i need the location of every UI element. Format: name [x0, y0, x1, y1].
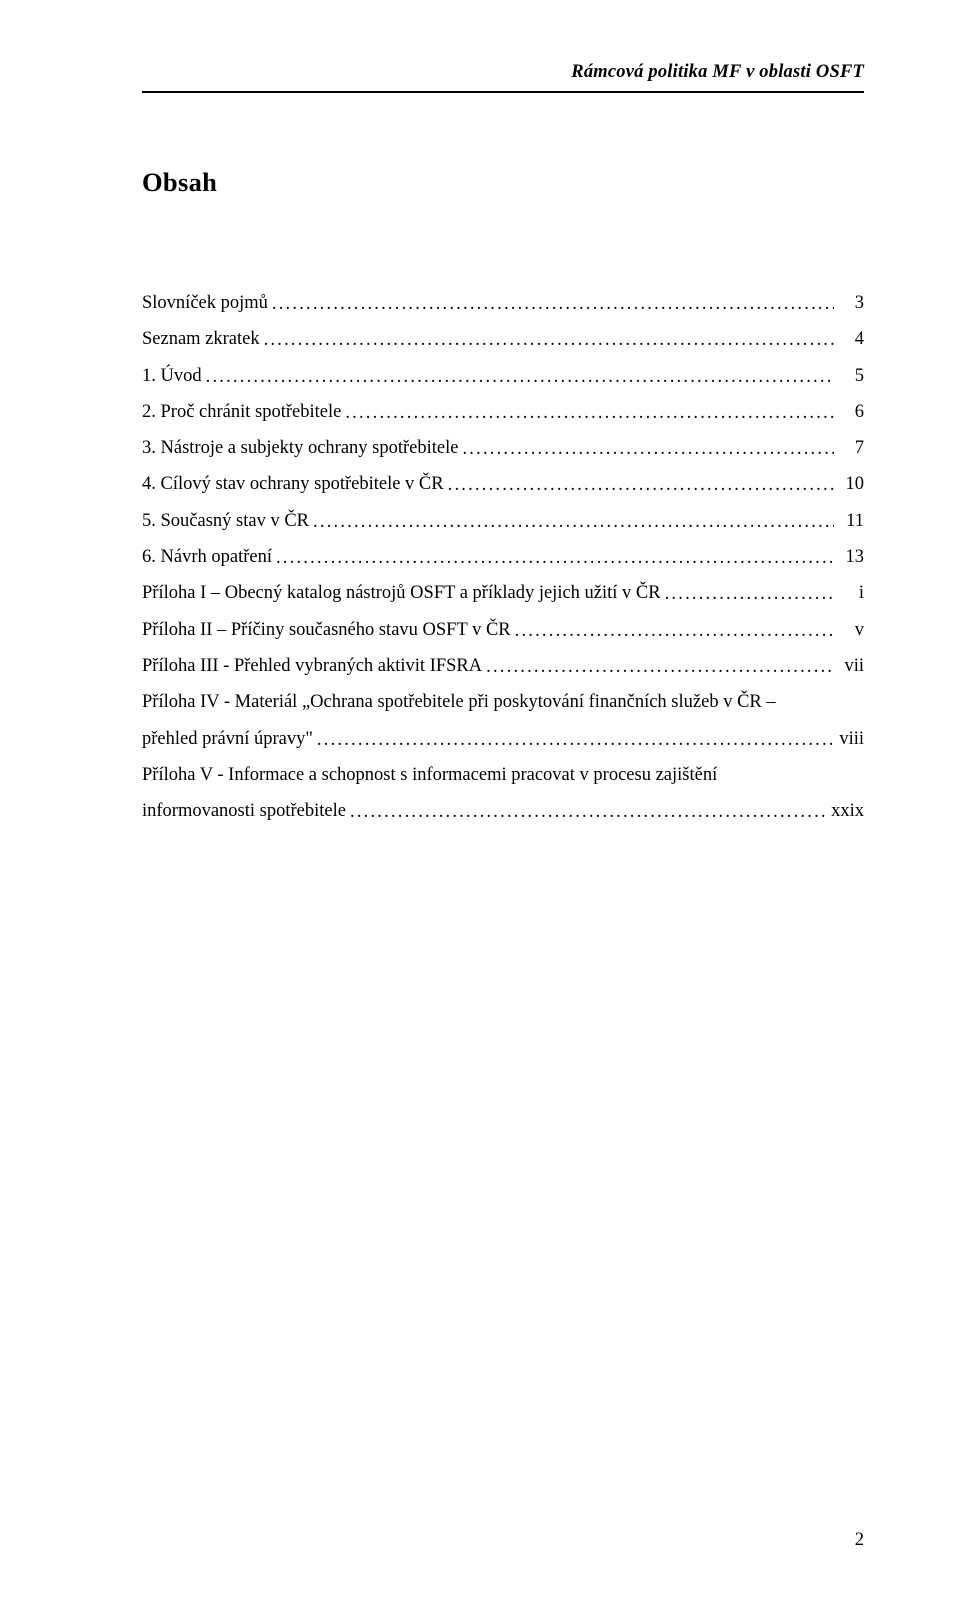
- toc-leader-dots: [448, 476, 834, 495]
- toc-entry-line2: přehled právní úpravy" viii: [142, 730, 864, 749]
- toc-leader-dots: [317, 731, 834, 750]
- toc-label: přehled právní úpravy": [142, 730, 313, 749]
- toc-page-number: 5: [838, 367, 864, 386]
- toc-label: 4. Cílový stav ochrany spotřebitele v ČR: [142, 475, 444, 494]
- toc-page-number: 6: [838, 403, 864, 422]
- toc-page-number: v: [838, 621, 864, 640]
- toc-label: 1. Úvod: [142, 367, 202, 386]
- header-running-title: Rámcová politika MF v oblasti OSFT: [142, 62, 864, 83]
- toc-page-number: 3: [838, 294, 864, 313]
- toc-entry: Seznam zkratek 4: [142, 330, 864, 349]
- toc-label: Slovníček pojmů: [142, 294, 268, 313]
- toc-entry: 2. Proč chránit spotřebitele 6: [142, 403, 864, 422]
- toc-label: Příloha II – Příčiny současného stavu OS…: [142, 621, 511, 640]
- toc-page-number: xxix: [831, 802, 864, 821]
- toc-label: 5. Současný stav v ČR: [142, 512, 309, 531]
- toc-entry-line1: Příloha V - Informace a schopnost s info…: [142, 766, 864, 785]
- header-rule: [142, 91, 864, 93]
- toc-entry: Příloha III - Přehled vybraných aktivit …: [142, 657, 864, 676]
- toc-entry: 4. Cílový stav ochrany spotřebitele v ČR…: [142, 475, 864, 494]
- toc-label: 6. Návrh opatření: [142, 548, 272, 567]
- toc-entry-line2: informovanosti spotřebitele xxix: [142, 802, 864, 821]
- toc-entry: Příloha I – Obecný katalog nástrojů OSFT…: [142, 584, 864, 603]
- toc-entry: 3. Nástroje a subjekty ochrany spotřebit…: [142, 439, 864, 458]
- toc-label: 2. Proč chránit spotřebitele: [142, 403, 341, 422]
- toc-entry: Příloha II – Příčiny současného stavu OS…: [142, 621, 864, 640]
- toc-entry-line1: Příloha IV - Materiál „Ochrana spotřebit…: [142, 693, 864, 712]
- document-page: Rámcová politika MF v oblasti OSFT Obsah…: [0, 0, 960, 1607]
- toc-entry: Slovníček pojmů 3: [142, 294, 864, 313]
- toc-page-number: 10: [838, 475, 864, 494]
- toc-leader-dots: [515, 622, 834, 641]
- toc-page-number: viii: [838, 730, 864, 749]
- toc-leader-dots: [345, 404, 834, 423]
- toc-entry: 6. Návrh opatření 13: [142, 548, 864, 567]
- toc-page-number: 7: [838, 439, 864, 458]
- toc-label: Příloha I – Obecný katalog nástrojů OSFT…: [142, 584, 661, 603]
- toc-leader-dots: [486, 658, 834, 677]
- toc-leader-dots: [206, 368, 834, 387]
- toc-entry: 5. Současný stav v ČR 11: [142, 512, 864, 531]
- toc-page-number: vii: [838, 657, 864, 676]
- toc-label: Příloha III - Přehled vybraných aktivit …: [142, 657, 482, 676]
- toc-entry: 1. Úvod 5: [142, 367, 864, 386]
- toc-leader-dots: [665, 585, 834, 604]
- toc-page-number: 13: [838, 548, 864, 567]
- page-title: Obsah: [142, 167, 864, 198]
- toc-leader-dots: [462, 440, 834, 459]
- page-number-footer: 2: [855, 1530, 864, 1551]
- toc-label: informovanosti spotřebitele: [142, 802, 346, 821]
- toc-page-number: i: [838, 584, 864, 603]
- toc-label: Seznam zkratek: [142, 330, 260, 349]
- toc-page-number: 4: [838, 330, 864, 349]
- toc-leader-dots: [272, 295, 834, 314]
- toc-leader-dots: [313, 513, 834, 532]
- toc-leader-dots: [350, 803, 827, 822]
- toc-label: 3. Nástroje a subjekty ochrany spotřebit…: [142, 439, 458, 458]
- toc-leader-dots: [276, 549, 834, 568]
- toc-leader-dots: [264, 331, 834, 350]
- toc-page-number: 11: [838, 512, 864, 531]
- table-of-contents: Slovníček pojmů 3 Seznam zkratek 4 1. Úv…: [142, 294, 864, 821]
